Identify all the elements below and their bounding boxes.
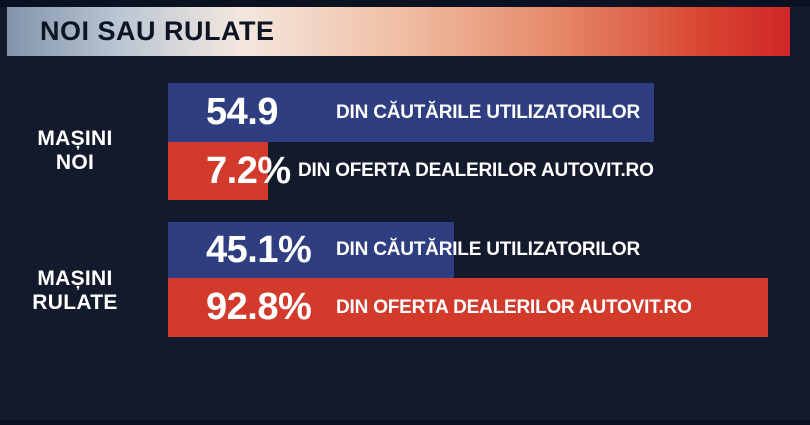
- bar-new-user-searches: [168, 83, 654, 142]
- top-border-strip: [0, 0, 810, 7]
- value-label: 92.8%: [206, 286, 312, 328]
- group-label-masini-rulate: MAȘINI RULATE: [14, 267, 136, 315]
- title-bar: NOI SAU RULATE: [7, 7, 790, 56]
- bar-used-user-searches: [168, 222, 454, 278]
- value-label: 45.1%: [206, 228, 312, 271]
- row-used-user-searches: 45.1% DIN CĂUTĂRILE UTILIZATORILOR: [0, 222, 810, 278]
- row-used-dealer-offer: 92.8% DIN OFERTA DEALERILOR AUTOVIT.RO: [0, 278, 810, 337]
- group-label-line: RULATE: [32, 291, 118, 314]
- metric-label: DIN CĂUTĂRILE UTILIZATORILOR: [336, 239, 641, 260]
- group-label-line: NOI: [55, 151, 95, 174]
- metric-label: DIN OFERTA DEALERILOR AUTOVIT.RO: [336, 296, 692, 318]
- metric-label: DIN OFERTA DEALERILOR AUTOVIT.RO: [298, 160, 654, 181]
- value-label: 54.9: [206, 91, 278, 133]
- bar-new-dealer-offer: [168, 142, 268, 200]
- bar-used-dealer-offer: [168, 278, 768, 337]
- metric-label: DIN CĂUTĂRILE UTILIZATORILOR: [336, 101, 641, 123]
- page-title: NOI SAU RULATE: [40, 16, 275, 46]
- value-label: 7.2%: [206, 149, 291, 192]
- row-new-dealer-offer: 7.2% DIN OFERTA DEALERILOR AUTOVIT.RO: [0, 142, 810, 200]
- group-label-line: MAȘINI: [37, 127, 113, 150]
- bottom-border-strip: [0, 420, 810, 425]
- group-label-line: MAȘINI: [37, 267, 113, 290]
- group-label-masini-noi: MAȘINI NOI: [14, 127, 136, 175]
- row-new-user-searches: 54.9 DIN CĂUTĂRILE UTILIZATORILOR: [0, 83, 810, 142]
